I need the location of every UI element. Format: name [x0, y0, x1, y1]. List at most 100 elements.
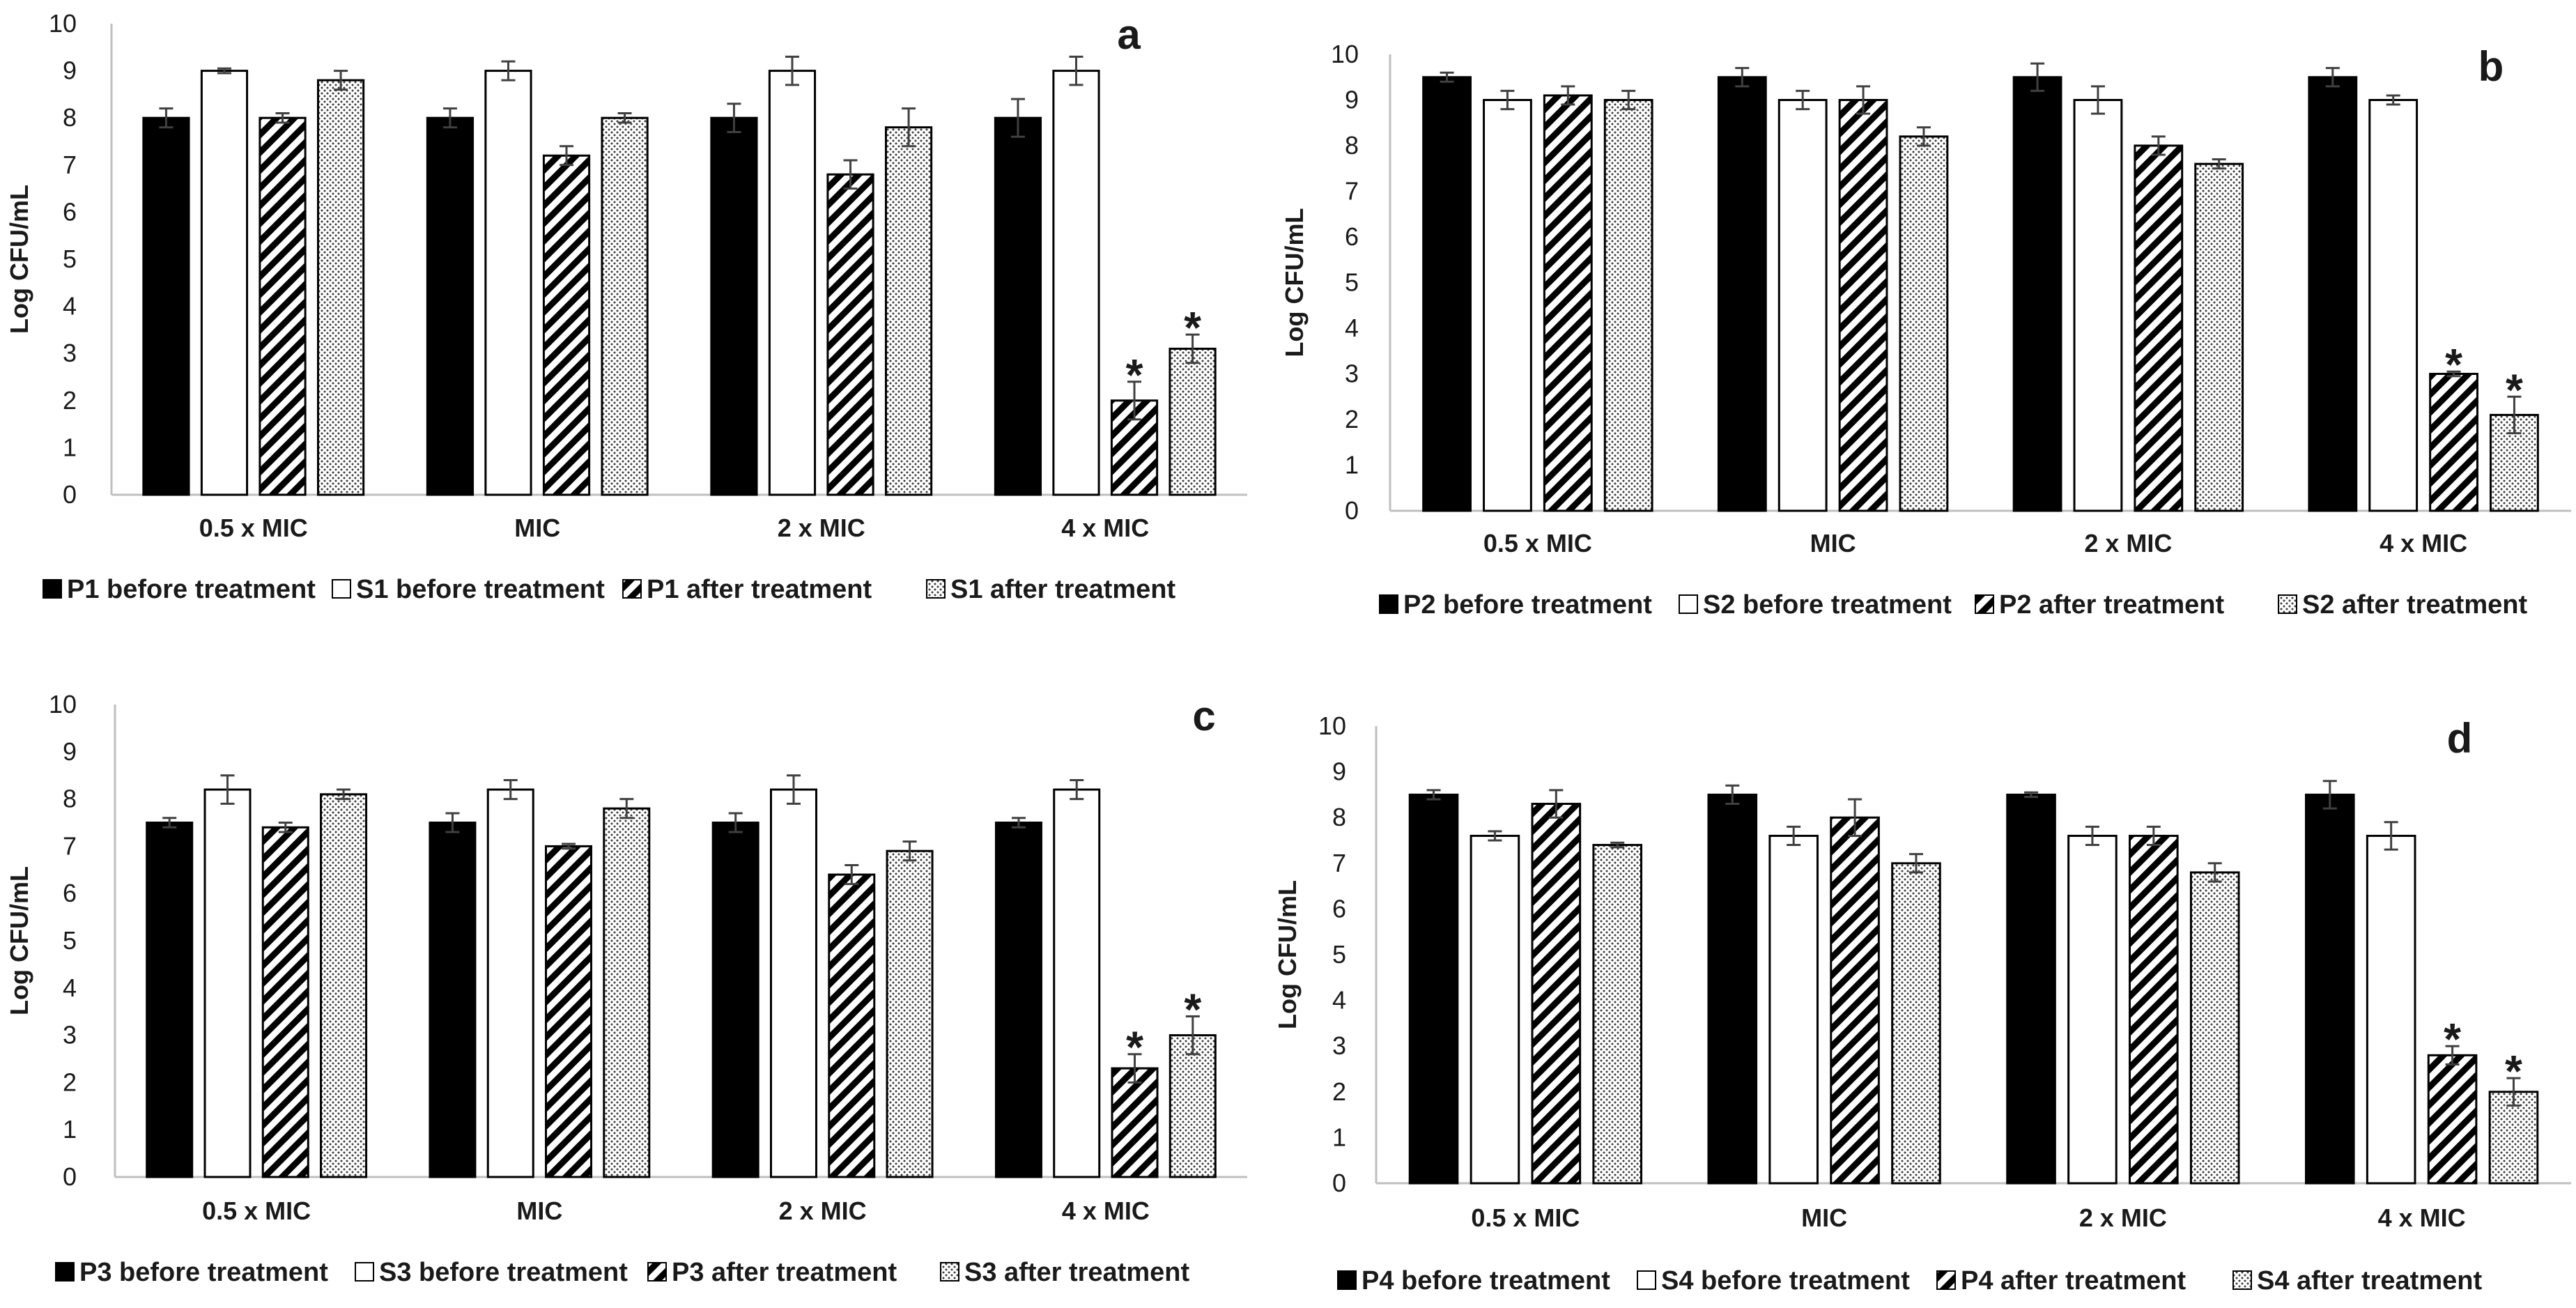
- bar: [1052, 70, 1100, 496]
- x-tick-label: MIC: [1801, 1203, 1847, 1232]
- bar: [486, 788, 534, 1178]
- y-tick-label: 9: [1332, 757, 1346, 786]
- legend-label: S3 after treatment: [964, 1258, 1189, 1287]
- y-tick-label: 4: [63, 974, 77, 1002]
- y-tick-label: 5: [63, 926, 77, 955]
- bar: [429, 822, 477, 1178]
- y-tick-label: 10: [1331, 40, 1359, 68]
- y-tick-label: 8: [1332, 803, 1346, 831]
- bar: [1408, 793, 1459, 1185]
- x-tick-label: 2 x MIC: [779, 1197, 867, 1225]
- y-tick-label: 10: [1318, 711, 1346, 740]
- bar: [711, 822, 759, 1178]
- panel-letter: c: [1192, 693, 1215, 739]
- significance-marker: *: [2506, 364, 2523, 415]
- legend-label: P3 before treatment: [79, 1258, 328, 1287]
- y-tick-label: 4: [1332, 986, 1346, 1015]
- y-tick-label: 5: [1345, 268, 1359, 297]
- bar: [2134, 144, 2184, 512]
- bar: [2073, 99, 2123, 512]
- bar: [2006, 793, 2056, 1185]
- bar: [1053, 788, 1101, 1178]
- bar: [768, 70, 817, 496]
- bar: [1531, 803, 1582, 1185]
- legend-label: P4 before treatment: [1362, 1266, 1610, 1295]
- legend-swatch: [55, 1262, 75, 1282]
- y-tick-label: 7: [63, 831, 77, 860]
- x-tick-label: 4 x MIC: [2380, 529, 2467, 557]
- y-tick-label: 6: [1345, 222, 1359, 251]
- legend-swatch: [1975, 594, 1994, 614]
- y-tick-label: 2: [63, 1068, 77, 1096]
- y-tick-label: 8: [63, 785, 77, 813]
- legend-label: S4 before treatment: [1661, 1266, 1910, 1295]
- significance-marker: *: [1184, 302, 1201, 353]
- bar: [1830, 816, 1880, 1185]
- y-tick-label: 1: [1332, 1123, 1346, 1151]
- significance-marker: *: [2445, 339, 2462, 390]
- bar: [994, 822, 1042, 1178]
- bar: [603, 807, 651, 1178]
- bar: [1169, 1034, 1217, 1178]
- legend-swatch: [1936, 1270, 1956, 1290]
- legend-swatch: [1679, 594, 1698, 614]
- legend-label: S1 after treatment: [950, 575, 1175, 604]
- legend-swatch: [926, 579, 946, 599]
- y-tick-label: 2: [63, 386, 77, 415]
- y-axis-label: Log CFU/mL: [1273, 880, 1302, 1029]
- legend-swatch: [647, 1262, 667, 1282]
- bar: [1891, 862, 1941, 1185]
- y-tick-label: 3: [1332, 1031, 1346, 1060]
- legend-swatch: [940, 1262, 959, 1282]
- bar: [601, 116, 649, 496]
- bar: [1470, 834, 1520, 1185]
- bar: [826, 173, 874, 496]
- x-tick-label: 4 x MIC: [1061, 514, 1149, 542]
- bar: [884, 126, 933, 496]
- bar: [1899, 135, 1949, 512]
- legend-label: P3 after treatment: [672, 1258, 897, 1287]
- y-tick-label: 5: [63, 245, 77, 273]
- legend-swatch: [1637, 1270, 1656, 1290]
- y-tick-label: 10: [49, 9, 77, 38]
- bar: [2189, 871, 2240, 1185]
- bar: [710, 116, 758, 496]
- panel-d: 0 1 2 3 4 5 6 7 8 9 10 Log CFU/mL d 0.5 x MIC MIC 2 x M…: [1273, 711, 2571, 1295]
- x-tick-label: 0.5 x MIC: [1471, 1203, 1580, 1232]
- legend-label: S4 after treatment: [2257, 1266, 2482, 1295]
- y-tick-label: 5: [1332, 940, 1346, 969]
- significance-marker: *: [1126, 350, 1143, 400]
- y-tick-label: 2: [1332, 1077, 1346, 1106]
- bar: [2368, 99, 2419, 512]
- bar: [2308, 76, 2358, 512]
- y-tick-label: 7: [1345, 177, 1359, 206]
- x-tick-label: MIC: [514, 514, 560, 542]
- significance-marker: *: [1126, 1022, 1143, 1072]
- bar: [2194, 162, 2244, 512]
- y-axis-label: Log CFU/mL: [5, 185, 33, 334]
- significance-marker: *: [2505, 1046, 2522, 1096]
- y-tick-label: 9: [63, 737, 77, 766]
- bar: [1111, 1067, 1159, 1178]
- bar: [994, 116, 1042, 496]
- x-tick-label: 0.5 x MIC: [1483, 529, 1592, 557]
- legend-swatch: [622, 579, 642, 599]
- bar: [2067, 834, 2118, 1185]
- legend-swatch: [332, 579, 351, 599]
- legend-label: P1 before treatment: [67, 575, 316, 604]
- y-tick-label: 0: [63, 1162, 77, 1191]
- bar: [200, 70, 249, 496]
- bar: [2304, 793, 2355, 1185]
- y-tick-label: 0: [63, 480, 77, 509]
- bar: [1768, 834, 1819, 1185]
- legend-swatch: [1337, 1270, 1357, 1290]
- y-tick-label: 6: [63, 197, 77, 226]
- legend-swatch: [1379, 594, 1398, 614]
- legend-swatch: [2232, 1270, 2252, 1290]
- y-axis-label: Log CFU/mL: [1280, 208, 1309, 357]
- legend-label: S3 before treatment: [379, 1258, 628, 1287]
- x-tick-label: 2 x MIC: [2084, 529, 2172, 557]
- bar: [1603, 99, 1653, 512]
- bar: [2488, 1091, 2539, 1185]
